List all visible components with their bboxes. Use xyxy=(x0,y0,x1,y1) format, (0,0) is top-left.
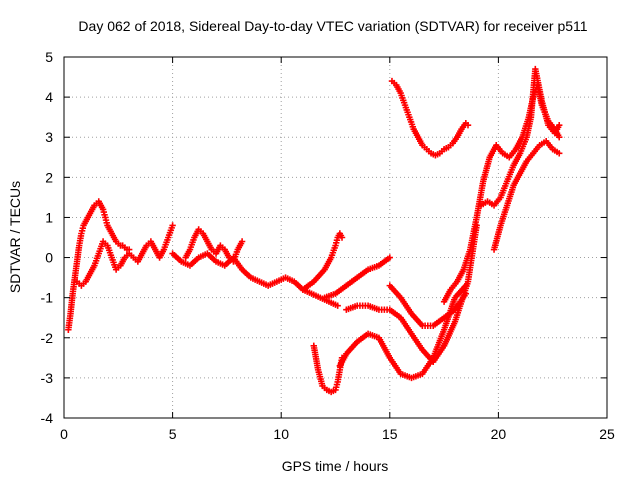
series-track-late-f xyxy=(386,282,470,329)
y-tick-label: 2 xyxy=(45,169,53,185)
data-point xyxy=(464,121,472,129)
x-tick-label: 0 xyxy=(60,426,68,442)
x-tick-label: 5 xyxy=(169,426,177,442)
points-layer xyxy=(65,65,563,396)
y-axis-label: SDTVAR / TECUs xyxy=(7,181,23,293)
plot-frame xyxy=(63,56,608,419)
y-tick-label: -3 xyxy=(41,370,54,386)
series-track-early-low xyxy=(73,222,176,289)
data-point xyxy=(238,238,246,245)
series-track-early xyxy=(65,198,133,333)
y-tick-label: 4 xyxy=(45,89,53,105)
ticks-layer: 0 5 10 15 20 25 -4 -3 -2 -1 0 1 2 3 4 5 xyxy=(41,49,615,442)
x-tick-label: 25 xyxy=(599,426,615,442)
y-tick-label: -1 xyxy=(41,290,54,306)
series-track-late-c xyxy=(321,254,393,301)
x-axis-label: GPS time / hours xyxy=(282,458,389,474)
x-tick-label: 15 xyxy=(382,426,398,442)
data-point xyxy=(556,121,563,129)
data-point xyxy=(386,254,393,261)
x-tick-label: 20 xyxy=(491,426,507,442)
series-track-rise-c xyxy=(490,138,563,253)
data-point xyxy=(334,302,341,309)
series-track-late-a xyxy=(310,342,346,396)
data-point xyxy=(462,290,470,297)
y-tick-label: 0 xyxy=(45,250,53,266)
x-tick-label: 10 xyxy=(273,426,289,442)
series-track-late-b xyxy=(299,230,346,293)
data-point xyxy=(169,222,176,229)
data-point xyxy=(338,234,346,241)
series-track-upper-branch xyxy=(388,77,472,159)
y-tick-label: -2 xyxy=(41,330,54,346)
chart-title: Day 062 of 2018, Sidereal Day-to-day VTE… xyxy=(78,18,587,34)
y-tick-label: 5 xyxy=(45,49,53,65)
y-tick-label: 3 xyxy=(45,129,53,145)
series-track-mid-upper xyxy=(182,226,246,265)
data-point xyxy=(556,134,563,141)
series-track-late-d xyxy=(336,282,470,382)
y-tick-label: -4 xyxy=(41,410,54,426)
series-track-rise-b xyxy=(477,65,563,209)
series-track-mid xyxy=(169,250,341,309)
data-point xyxy=(556,150,563,157)
y-tick-label: 1 xyxy=(45,209,53,225)
